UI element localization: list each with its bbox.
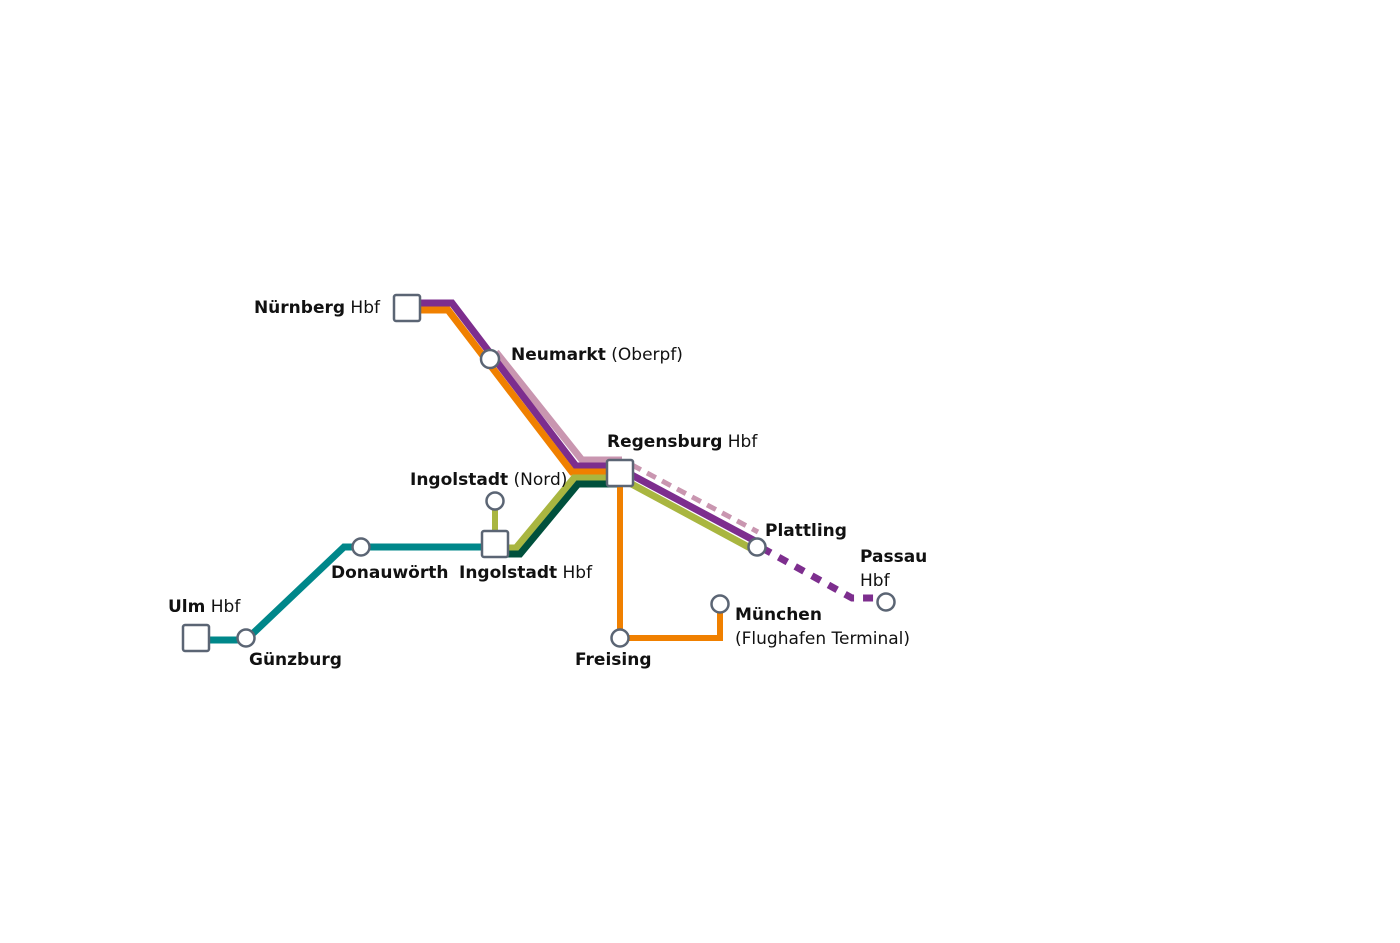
stations <box>181 293 896 653</box>
line-darkgreen-ingolstadt-regensburg <box>508 480 622 558</box>
label-passau: Passau <box>860 547 927 567</box>
station-muenchen[interactable] <box>710 594 730 614</box>
line-pink-dashed-regensburg-plattling <box>630 462 760 535</box>
label-plattling: Plattling <box>765 521 847 541</box>
station-ingolstadt-nord[interactable] <box>485 491 505 511</box>
line-olive-ingolstadt-regensburg <box>508 474 622 552</box>
label-ulm: Ulm Hbf <box>168 597 241 617</box>
label-passau-sub: Hbf <box>860 571 891 591</box>
line-olive-regensburg-plattling <box>624 477 756 554</box>
label-ingolstadt-nord: Ingolstadt (Nord) <box>410 470 567 490</box>
label-regensburg: Regensburg Hbf <box>607 432 758 452</box>
label-guenzburg: Günzburg <box>249 650 342 670</box>
label-freising: Freising <box>575 650 651 670</box>
line-purple-nuernberg-regensburg <box>418 299 622 470</box>
line-orange-nuernberg-regensburg <box>418 306 622 476</box>
label-neumarkt: Neumarkt (Oberpf) <box>511 345 683 365</box>
line-purple-regensburg-plattling <box>626 469 759 546</box>
station-ingolstadt-hbf[interactable] <box>480 529 510 559</box>
station-regensburg[interactable] <box>605 458 635 488</box>
station-donauwoerth[interactable] <box>351 537 371 557</box>
label-ingolstadt-hbf: Ingolstadt Hbf <box>459 563 593 583</box>
station-passau[interactable] <box>876 592 896 612</box>
line-purple-dotted-plattling-passau <box>760 544 880 602</box>
station-plattling[interactable] <box>747 537 767 557</box>
line-teal-ulm-ingolstadt <box>208 543 484 644</box>
station-freising[interactable] <box>610 628 630 648</box>
line-orange-regensburg-muenchen <box>617 484 723 641</box>
station-guenzburg[interactable] <box>236 628 256 648</box>
label-muenchen-sub: (Flughafen Terminal) <box>735 629 910 649</box>
label-muenchen: München <box>735 605 822 625</box>
label-nuernberg: Nürnberg Hbf <box>254 298 381 318</box>
labels: Nürnberg Hbf Neumarkt (Oberpf) Regensbur… <box>168 298 927 670</box>
label-donauwoerth: Donauwörth <box>331 563 448 583</box>
lines <box>208 299 880 644</box>
station-nuernberg[interactable] <box>392 293 422 323</box>
station-ulm[interactable] <box>181 623 211 653</box>
station-neumarkt[interactable] <box>479 348 501 370</box>
